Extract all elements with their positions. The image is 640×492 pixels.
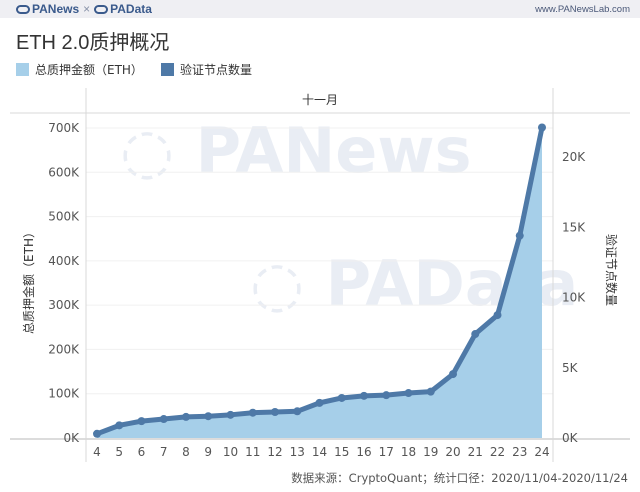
svg-text:700K: 700K [48,121,80,135]
data-point [337,393,346,402]
data-point [538,123,546,132]
svg-text:20K: 20K [562,150,586,164]
svg-text:◌ PANews: ◌ PANews [120,114,472,187]
data-point [293,407,302,416]
svg-text:11: 11 [245,445,260,459]
data-point [248,408,257,417]
svg-text:400K: 400K [48,254,80,268]
y-axis-right-title: 验证节点数量 [604,234,619,306]
svg-text:100K: 100K [48,387,80,401]
svg-text:10K: 10K [562,291,586,305]
legend-label: 验证节点数量 [179,63,252,77]
svg-text:17: 17 [379,445,394,459]
eth-area-series [97,124,542,438]
svg-text:15: 15 [334,445,349,459]
svg-text:24: 24 [534,445,549,459]
data-point [449,370,457,379]
brand-separator: × [83,2,91,16]
svg-text:7: 7 [160,445,168,459]
chart-title: ETH 2.0质押概况 [16,32,170,54]
svg-text:4: 4 [93,445,101,459]
data-point [382,391,391,400]
legend-swatch-line [160,63,174,76]
y-axis-left-ticks: 0K 100K 200K 300K 400K 500K 600K 700K [48,121,80,445]
y-axis-right-ticks: 0K 5K 10K 15K 20K [562,150,586,445]
data-point [471,330,480,339]
data-point [182,412,190,421]
svg-text:0K: 0K [63,431,80,445]
svg-text:10: 10 [223,445,238,459]
data-point [360,391,368,400]
svg-text:5: 5 [115,445,123,459]
svg-text:200K: 200K [48,342,80,356]
data-point [115,421,124,430]
data-point [159,415,168,424]
svg-text:14: 14 [312,445,327,459]
data-point [204,412,213,421]
svg-text:16: 16 [356,445,371,459]
svg-text:9: 9 [204,445,212,459]
panews-logo-icon [16,5,30,14]
data-point [93,429,101,438]
data-point [315,398,324,407]
data-points [93,123,546,438]
top-bar: PANews × PAData www.PANewsLab.com [0,0,640,18]
data-point [137,417,146,426]
svg-text:18: 18 [401,445,416,459]
data-point [226,410,235,419]
svg-text:600K: 600K [48,165,80,179]
month-header: 十一月 [302,93,338,107]
svg-text:20: 20 [445,445,460,459]
brand-padata: PAData [110,2,152,16]
svg-text:0K: 0K [562,431,579,445]
source-footer: 数据来源：CryptoQuant；统计口径：2020/11/04-2020/11… [291,471,628,485]
legend-swatch-area [16,63,29,76]
data-point [493,311,502,320]
svg-text:300K: 300K [48,298,80,312]
data-point [404,389,413,398]
site-url: www.PANewsLab.com [535,4,630,15]
svg-text:23: 23 [512,445,527,459]
legend-item-eth: 总质押金额（ETH） [16,61,143,78]
axes-frame [10,88,630,462]
brand-panews: PANews [32,2,80,16]
svg-text:8: 8 [182,445,190,459]
legend-label: 总质押金额（ETH） [35,63,143,77]
data-point [426,387,435,396]
padata-logo-icon [94,5,109,14]
svg-text:21: 21 [468,445,483,459]
brand-logos: PANews × PAData [16,2,152,16]
svg-text:19: 19 [423,445,438,459]
svg-text:15K: 15K [562,220,586,234]
svg-text:22: 22 [490,445,505,459]
y-axis-left-title: 总质押金额（ETH） [21,226,36,334]
svg-text:13: 13 [290,445,305,459]
x-axis-ticks: 4 5 6 7 8 9 10 11 12 13 14 15 16 17 18 19 20 21 22 23 24 [93,445,549,459]
data-point [515,231,524,240]
legend: 总质押金额（ETH） 验证节点数量 [16,61,270,78]
svg-text:12: 12 [267,445,282,459]
svg-text:6: 6 [138,445,146,459]
data-point [271,408,279,417]
svg-text:500K: 500K [48,210,80,224]
svg-text:5K: 5K [562,361,579,375]
legend-item-validators: 验证节点数量 [160,61,252,78]
